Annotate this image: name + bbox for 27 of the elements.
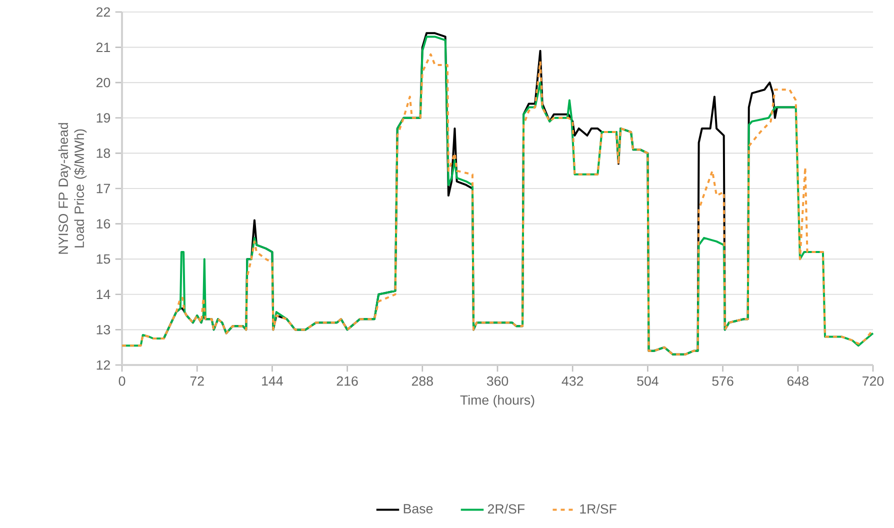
x-tick-label: 648 [787,376,808,386]
y-tick-label: 18 [96,148,110,158]
x-axis-title: Time (hours) [460,394,534,408]
y-tick-label: 22 [96,7,110,17]
x-tick-label: 504 [637,376,658,386]
x-tick-label: 576 [712,376,734,386]
x-tick-label: 360 [486,376,508,386]
y-tick-label: 16 [96,219,110,229]
x-tick-label: 720 [862,376,884,386]
x-tick-label: 72 [190,376,204,386]
legend-label: Base [404,504,433,514]
x-tick-label: 432 [562,376,584,386]
x-tick-label: 144 [262,376,283,386]
y-tick-label: 20 [96,78,110,88]
legend-label: 1R/SF [580,504,616,514]
y-tick-label: 19 [96,113,110,123]
y-tick-label: 13 [96,324,110,334]
y-axis-title: NYISO FP Day-ahead Load Price ($/MWh) [58,123,87,254]
x-tick-label: 288 [412,376,433,386]
y-tick-label: 14 [96,290,110,299]
x-tick-label: 216 [336,376,358,386]
y-tick-label: 15 [96,254,110,264]
x-tick-label: 0 [118,376,126,386]
y-tick-label: 21 [96,42,110,52]
y-tick-label: 17 [96,184,110,194]
legend-label: 2R/SF [488,504,525,514]
y-tick-label: 12 [96,360,110,370]
